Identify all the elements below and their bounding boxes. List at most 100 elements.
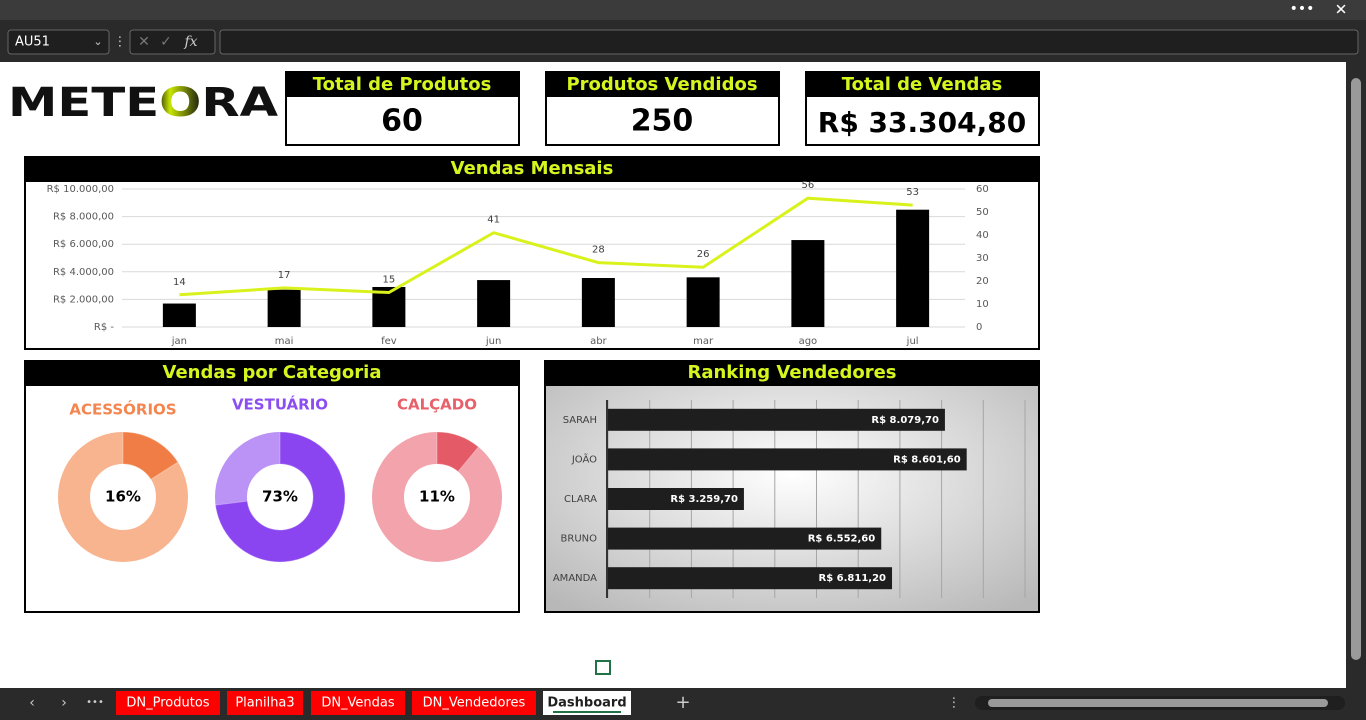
- x-tick-label: jul: [906, 336, 919, 347]
- sheet-tab-label[interactable]: DN_Vendedores: [423, 696, 526, 711]
- y2-tick-label: 10: [976, 299, 989, 310]
- data-label: R$ 3.259,70: [670, 494, 738, 505]
- bar: [267, 289, 301, 327]
- donut-slice: [436, 431, 480, 473]
- sheet-tab[interactable]: [412, 691, 536, 715]
- title-bar: [0, 0, 1366, 20]
- kpi-value: 250: [631, 104, 694, 139]
- chart-title: Vendas Mensais: [451, 158, 614, 179]
- data-label: 41: [487, 215, 500, 226]
- sheet-tab-label[interactable]: DN_Vendas: [321, 696, 395, 711]
- y2-tick-label: 50: [976, 207, 989, 218]
- close-icon[interactable]: ✕: [1335, 1, 1348, 19]
- bar: [896, 209, 930, 327]
- bar: [791, 240, 825, 327]
- data-label: 17: [278, 270, 291, 281]
- y2-tick-label: 60: [976, 184, 989, 195]
- sheet-tab-label[interactable]: Planilha3: [235, 696, 294, 711]
- formula-input[interactable]: [219, 29, 1359, 55]
- x-tick-label: mar: [693, 336, 714, 347]
- x-tick-label: mai: [275, 336, 294, 347]
- chart-title: Vendas por Categoria: [163, 362, 382, 383]
- chart-title: Ranking Vendedores: [687, 362, 896, 383]
- name-box-text: AU51: [15, 35, 50, 50]
- cancel-icon[interactable]: ✕: [138, 34, 150, 50]
- donut-label: 16%: [105, 488, 141, 506]
- kpi-header: [286, 72, 519, 97]
- x-tick-label: jan: [171, 336, 187, 347]
- sheet-tab-label[interactable]: DN_Produtos: [126, 696, 209, 711]
- chart-header: [545, 361, 1039, 386]
- bar: [608, 567, 893, 590]
- line: [179, 196, 913, 297]
- prev-sheet[interactable]: ‹: [29, 695, 35, 711]
- data-label: R$ 8.601,60: [893, 454, 961, 465]
- bar: [477, 280, 511, 327]
- kpi-card: Produtos Vendidos 250: [545, 71, 780, 146]
- dropdown-icon[interactable]: ⌄: [93, 35, 102, 48]
- bar: [581, 278, 615, 327]
- y-tick-label: R$ -: [94, 322, 114, 333]
- y-tick-label: R$ 4.000,00: [53, 267, 114, 278]
- donut-label: 11%: [419, 488, 455, 506]
- y-tick-label: CLARA: [564, 494, 597, 505]
- bar: [608, 448, 967, 471]
- kpi-title: Total de Produtos: [313, 74, 492, 95]
- more-sheets[interactable]: •••: [86, 697, 104, 708]
- y-tick-label: R$ 6.000,00: [53, 239, 114, 250]
- sheet-tab[interactable]: [116, 691, 220, 715]
- data-label: 56: [802, 180, 815, 191]
- data-label: 53: [906, 187, 919, 198]
- donut-title: CALÇADO: [397, 396, 477, 414]
- donut-slice: [122, 431, 179, 481]
- data-label: 14: [173, 277, 186, 288]
- x-tick-label: fev: [381, 336, 397, 347]
- name-box[interactable]: [7, 29, 110, 55]
- scroll-thumb[interactable]: [1351, 78, 1361, 660]
- sheet-tab[interactable]: [311, 691, 405, 715]
- bar: [608, 527, 882, 550]
- chart-frame: [24, 360, 520, 613]
- donut-slice: [214, 431, 346, 563]
- y-tick-label: BRUNO: [561, 534, 598, 545]
- sheet-tab-label[interactable]: Dashboard: [547, 696, 626, 711]
- y-tick-label: JOÃO: [571, 452, 597, 465]
- y-tick-label: R$ 10.000,00: [47, 184, 114, 195]
- y-tick-label: R$ 2.000,00: [53, 294, 114, 305]
- y2-tick-label: 0: [976, 322, 982, 333]
- h-scroll-thumb[interactable]: [988, 699, 1328, 707]
- menu-icon[interactable]: ⋮: [114, 35, 127, 50]
- y2-tick-label: 40: [976, 230, 989, 241]
- kpi-header: [806, 72, 1039, 97]
- x-tick-label: abr: [590, 336, 607, 347]
- bar: [608, 408, 945, 431]
- data-label: R$ 6.811,20: [819, 573, 887, 584]
- kpi-card: Total de Produtos 60: [285, 71, 520, 146]
- donut-title: ACESSÓRIOS: [69, 400, 176, 419]
- kpi-card: Total de Vendas R$ 33.304,80: [805, 71, 1040, 146]
- data-label: R$ 6.552,60: [808, 534, 876, 545]
- tab-menu[interactable]: ⋮: [948, 696, 961, 711]
- bar: [686, 277, 720, 327]
- kpi-value: R$ 33.304,80: [818, 106, 1026, 139]
- chart-header: [25, 157, 1039, 182]
- data-label: 15: [383, 275, 396, 286]
- data-label: R$ 8.079,70: [871, 415, 939, 426]
- bar: [608, 488, 744, 510]
- function-icon[interactable]: fx: [183, 34, 197, 50]
- kpi-value: 60: [381, 104, 423, 139]
- sheet-tab[interactable]: [227, 691, 303, 715]
- formula-buttons: [129, 29, 216, 55]
- add-sheet[interactable]: +: [675, 692, 690, 713]
- enter-icon[interactable]: ✓: [160, 34, 172, 50]
- donut-label: 73%: [262, 488, 298, 506]
- y-tick-label: SARAH: [563, 415, 597, 426]
- x-tick-label: jun: [485, 336, 501, 347]
- bar: [162, 303, 196, 327]
- y2-tick-label: 20: [976, 276, 989, 287]
- next-sheet[interactable]: ›: [61, 695, 67, 711]
- y2-tick-label: 30: [976, 253, 989, 264]
- more-icon[interactable]: •••: [1290, 1, 1315, 17]
- chart-header: [25, 361, 519, 386]
